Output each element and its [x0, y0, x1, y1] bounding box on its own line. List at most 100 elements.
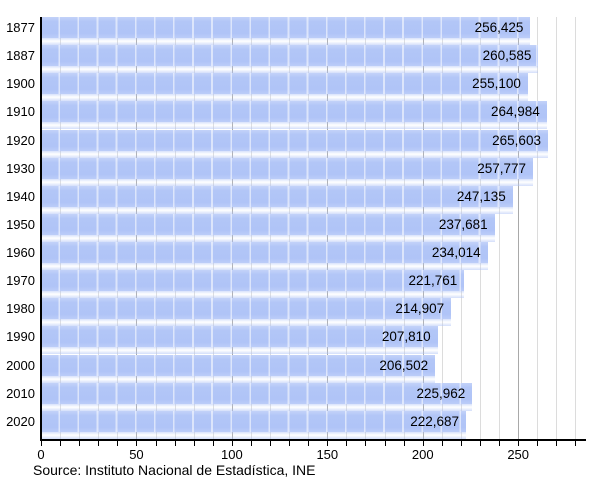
- bar-reflection: [41, 94, 528, 102]
- y-axis-year-label: 1887: [6, 48, 35, 64]
- bar-value-label: 214,907: [395, 301, 445, 317]
- gridline-minor: [556, 17, 558, 439]
- y-axis-year-label: 2010: [6, 385, 35, 401]
- bar-value-label: 207,810: [381, 329, 431, 345]
- bar-value-label: 264,984: [490, 104, 540, 120]
- x-axis-tick: [60, 441, 62, 446]
- gridline-minor: [537, 17, 539, 439]
- x-axis-tick-label: 50: [129, 447, 144, 462]
- x-axis-tick: [79, 441, 81, 446]
- x-axis-tick: [308, 441, 310, 446]
- bar-value-label: 234,014: [431, 245, 481, 261]
- x-axis-tick: [289, 441, 291, 446]
- x-axis-tick: [98, 441, 100, 446]
- population-bar: 256,425: [41, 17, 531, 38]
- bar-row: 255,100: [41, 73, 585, 102]
- y-axis-year-label: 1900: [6, 76, 35, 92]
- population-bar: 264,984: [41, 101, 547, 123]
- x-axis-tick: [422, 441, 424, 446]
- bar-reflection: [41, 178, 534, 186]
- bar-row: 264,984: [41, 101, 585, 130]
- bar-row: 257,777: [41, 157, 585, 186]
- population-bar: 222,687: [41, 410, 467, 432]
- x-axis-tick-label: 200: [411, 447, 434, 462]
- population-bar: 221,761: [41, 270, 465, 292]
- bar-row: 222,687: [41, 410, 585, 439]
- bar-value-label: 237,681: [438, 216, 488, 232]
- bar-reflection: [41, 291, 465, 299]
- x-axis-tick: [231, 441, 233, 446]
- gridline-major: [518, 17, 520, 439]
- x-axis-tick: [575, 441, 577, 446]
- x-axis-tick: [270, 441, 272, 446]
- bar-reflection: [41, 431, 467, 439]
- y-axis-year-label: 1930: [6, 160, 35, 176]
- bar-reflection: [41, 66, 539, 74]
- x-axis-tick-label: 0: [37, 447, 45, 462]
- population-bar: 206,502: [41, 354, 436, 376]
- population-bar: 247,135: [41, 185, 513, 207]
- bar-value-label: 265,603: [492, 132, 541, 148]
- bar-row: 237,681: [41, 213, 585, 242]
- x-axis-tick: [41, 441, 42, 446]
- bar-value-label: 260,585: [482, 48, 532, 64]
- bar-row: 256,425: [41, 17, 585, 45]
- bar-row: 221,761: [41, 270, 585, 299]
- population-bar: 265,603: [41, 129, 548, 151]
- y-axis-year-label: 1970: [6, 273, 35, 289]
- x-axis-tick: [250, 441, 252, 446]
- x-axis-tick: [518, 441, 520, 446]
- x-axis-tick: [499, 441, 501, 446]
- x-axis-tick: [537, 441, 539, 446]
- x-axis-tick: [403, 441, 405, 446]
- y-axis-year-label: 2020: [6, 413, 35, 429]
- population-bar: 225,962: [41, 382, 473, 404]
- x-axis-tick: [460, 441, 462, 446]
- y-axis-year-label: 1950: [6, 216, 35, 232]
- x-axis-tick-label: 250: [507, 447, 530, 462]
- x-axis-tick: [193, 441, 195, 446]
- bar-row: 207,810: [41, 326, 585, 355]
- bar-reflection: [41, 38, 531, 45]
- x-axis-tick: [384, 441, 386, 446]
- gridline-minor: [575, 17, 577, 439]
- plot-area: 256,425 260,585 255,100 264,984 265,603 257,7…: [41, 17, 585, 439]
- y-axis-year-label: 1990: [6, 329, 35, 345]
- x-axis-tick: [346, 441, 348, 446]
- bar-row: 247,135: [41, 185, 585, 214]
- x-axis-tick: [327, 441, 329, 446]
- x-axis-tick: [365, 441, 367, 446]
- population-bar: 214,907: [41, 298, 452, 320]
- population-bar: 255,100: [41, 73, 528, 95]
- bar-value-label: 221,761: [408, 273, 458, 289]
- x-axis-tick: [136, 441, 138, 446]
- y-axis-year-label: 1960: [6, 245, 35, 261]
- population-bar: 237,681: [41, 213, 495, 235]
- source-caption: Source: Instituto Nacional de Estadístic…: [33, 462, 316, 478]
- bar-value-label: 256,425: [474, 20, 524, 35]
- x-axis-tick: [174, 441, 176, 446]
- y-axis-year-label: 1910: [6, 104, 35, 120]
- x-axis-tick: [117, 441, 119, 446]
- bar-reflection: [41, 206, 513, 214]
- bar-reflection: [41, 122, 547, 130]
- bar-row: 206,502: [41, 354, 585, 383]
- x-axis-line: [40, 439, 586, 441]
- bar-row: 260,585: [41, 45, 585, 74]
- bar-row: 225,962: [41, 382, 585, 411]
- bar-reflection: [41, 263, 488, 271]
- bar-reflection: [41, 347, 438, 355]
- x-axis-tick-label: 100: [221, 447, 243, 462]
- x-axis-tick: [441, 441, 443, 446]
- bar-value-label: 206,502: [379, 357, 429, 373]
- bar-row: 234,014: [41, 242, 585, 271]
- bar-value-label: 222,687: [410, 413, 460, 429]
- bar-value-label: 225,962: [416, 385, 466, 401]
- x-axis-tick: [212, 441, 214, 446]
- bar-reflection: [41, 375, 436, 383]
- y-axis-line: [40, 17, 42, 441]
- bar-reflection: [41, 150, 548, 158]
- bar-row: 214,907: [41, 298, 585, 327]
- x-axis-tick: [556, 441, 558, 446]
- bar-reflection: [41, 403, 473, 411]
